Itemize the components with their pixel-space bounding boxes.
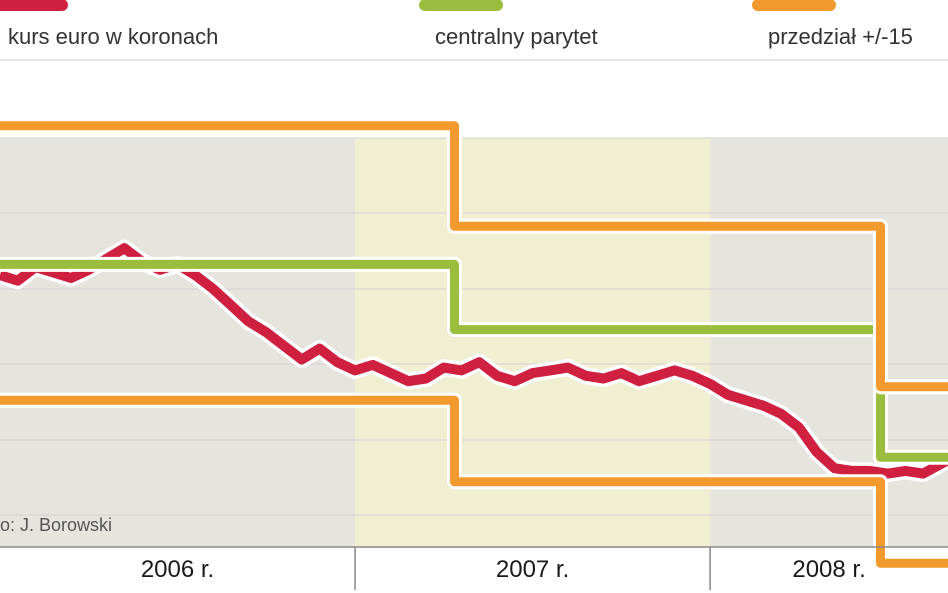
legend-label-1: centralny parytet [435,24,598,49]
period-axis: 2006 r. 2007 r. 2008 r. [0,546,948,590]
period-label-2: 2008 r. [792,556,865,583]
legend: kurs euro w koronach centralny parytet prz… [0,0,948,61]
period-2006-background [0,138,356,547]
credit-text: o: J. Borowski [0,515,112,535]
series-2-line [0,121,948,392]
period-label-1: 2007 r. [496,556,569,583]
period-backgrounds [0,138,948,547]
legend-label-2: przedział +/-15 [768,24,913,49]
series-1-line [0,259,948,462]
series-3-line [0,395,948,568]
legend-label-0: kurs euro w koronach [8,24,218,49]
period-label-0: 2006 r. [141,556,214,583]
series-lines [0,118,948,571]
